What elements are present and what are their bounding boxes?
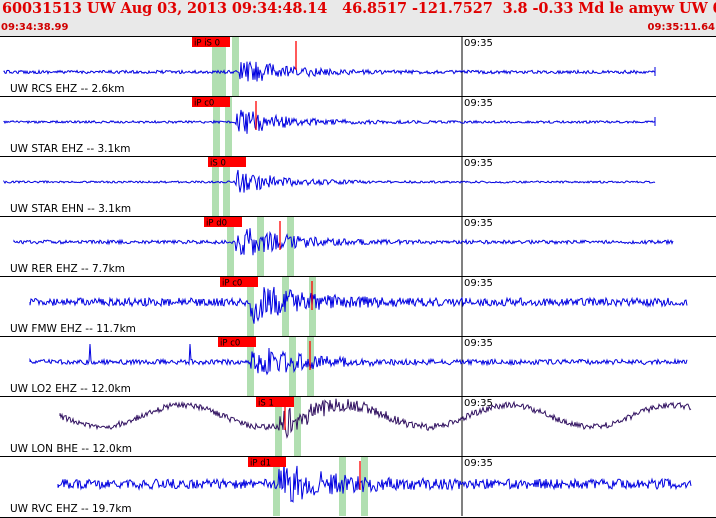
channel-panel[interactable]: 09:35 iP d0 UW RER EHZ -- 7.7km <box>0 216 716 277</box>
pick-label-box[interactable] <box>220 277 258 287</box>
pick-label: iP c0 <box>194 99 214 109</box>
channel-label: UW LO2 EHZ -- 12.0km <box>10 383 131 395</box>
pick-label-box[interactable] <box>218 337 256 347</box>
waveform <box>57 461 692 503</box>
phase-window <box>361 457 368 516</box>
pick-label-box[interactable] <box>204 217 242 227</box>
phase-window <box>212 157 219 216</box>
channel-label: UW STAR EHN -- 3.1km <box>10 203 131 215</box>
time-tick-label: 09:35 <box>464 458 493 469</box>
channel-panel[interactable]: 09:35 iP iS 0 UW RCS EHZ -- 2.6km <box>0 36 716 97</box>
phase-window <box>227 217 234 276</box>
channel-label: UW STAR EHZ -- 3.1km <box>10 143 130 155</box>
phase-window <box>223 157 230 216</box>
waveform <box>59 398 692 439</box>
phase-window <box>213 97 220 156</box>
time-tick-label: 09:35 <box>464 338 493 349</box>
channel-panel[interactable]: 09:35 iS 1 UW LON BHE -- 12.0km <box>0 396 716 457</box>
phase-window <box>225 97 232 156</box>
pick-label: iP d0 <box>206 219 227 229</box>
event-header: 60031513 UW Aug 03, 2013 09:34:48.14 46.… <box>0 0 716 36</box>
time-tick-label: 09:35 <box>464 278 493 289</box>
pick-label: iS 0 <box>210 159 226 169</box>
channel-panel[interactable]: 09:35 iS 0 UW STAR EHN -- 3.1km <box>0 156 716 217</box>
phase-window <box>212 37 219 96</box>
waveform <box>3 60 656 82</box>
event-title: 60031513 UW Aug 03, 2013 09:34:48.14 46.… <box>2 0 716 17</box>
time-tick-label: 09:35 <box>464 158 493 169</box>
waveform <box>3 169 656 193</box>
phase-window <box>289 337 296 396</box>
time-tick-label: 09:35 <box>464 218 493 229</box>
pick-label: iS 1 <box>258 399 274 409</box>
channel-panel[interactable]: 09:35 iP c0 UW LO2 EHZ -- 12.0km <box>0 336 716 397</box>
channel-label: UW RER EHZ -- 7.7km <box>10 263 125 275</box>
pick-label-box[interactable] <box>256 397 294 407</box>
waveform <box>3 109 656 134</box>
waveform <box>29 343 688 376</box>
time-tick-label: 09:35 <box>464 98 493 109</box>
pick-label: iP iS 0 <box>194 39 220 49</box>
phase-window <box>275 397 282 456</box>
channel-panel[interactable]: 09:35 iP d1 UW RVC EHZ -- 19.7km <box>0 456 716 517</box>
waveform <box>13 228 674 256</box>
pick-label: iP c0 <box>220 339 240 349</box>
pick-label: iP c0 <box>222 279 242 289</box>
phase-window <box>287 217 294 276</box>
window-start-time: 09:34:38.99 <box>1 22 69 33</box>
channel-label: UW RVC EHZ -- 19.7km <box>10 503 132 515</box>
time-tick-label: 09:35 <box>464 38 493 49</box>
phase-window <box>232 37 239 96</box>
channel-label: UW LON BHE -- 12.0km <box>10 443 132 455</box>
pick-label: iP d1 <box>250 459 271 469</box>
pick-label-box[interactable] <box>208 157 246 167</box>
seismogram-traces[interactable]: 09:35 iP iS 0 UW RCS EHZ -- 2.6km 09:35 iP c… <box>0 36 716 518</box>
pick-label-box[interactable] <box>248 457 286 467</box>
pick-label-box[interactable] <box>192 37 230 47</box>
channel-label: UW FMW EHZ -- 11.7km <box>10 323 136 335</box>
pick-label-box[interactable] <box>192 97 230 107</box>
waveform <box>29 286 688 324</box>
time-tick-label: 09:35 <box>464 398 493 409</box>
channel-panel[interactable]: 09:35 iP c0 UW STAR EHZ -- 3.1km <box>0 96 716 157</box>
phase-window <box>219 37 226 96</box>
channel-label: UW RCS EHZ -- 2.6km <box>10 83 125 95</box>
window-end-time: 09:35:11.64 <box>647 22 715 33</box>
channel-panel[interactable]: 09:35 iP c0 UW FMW EHZ -- 11.7km <box>0 276 716 337</box>
phase-window <box>257 217 264 276</box>
